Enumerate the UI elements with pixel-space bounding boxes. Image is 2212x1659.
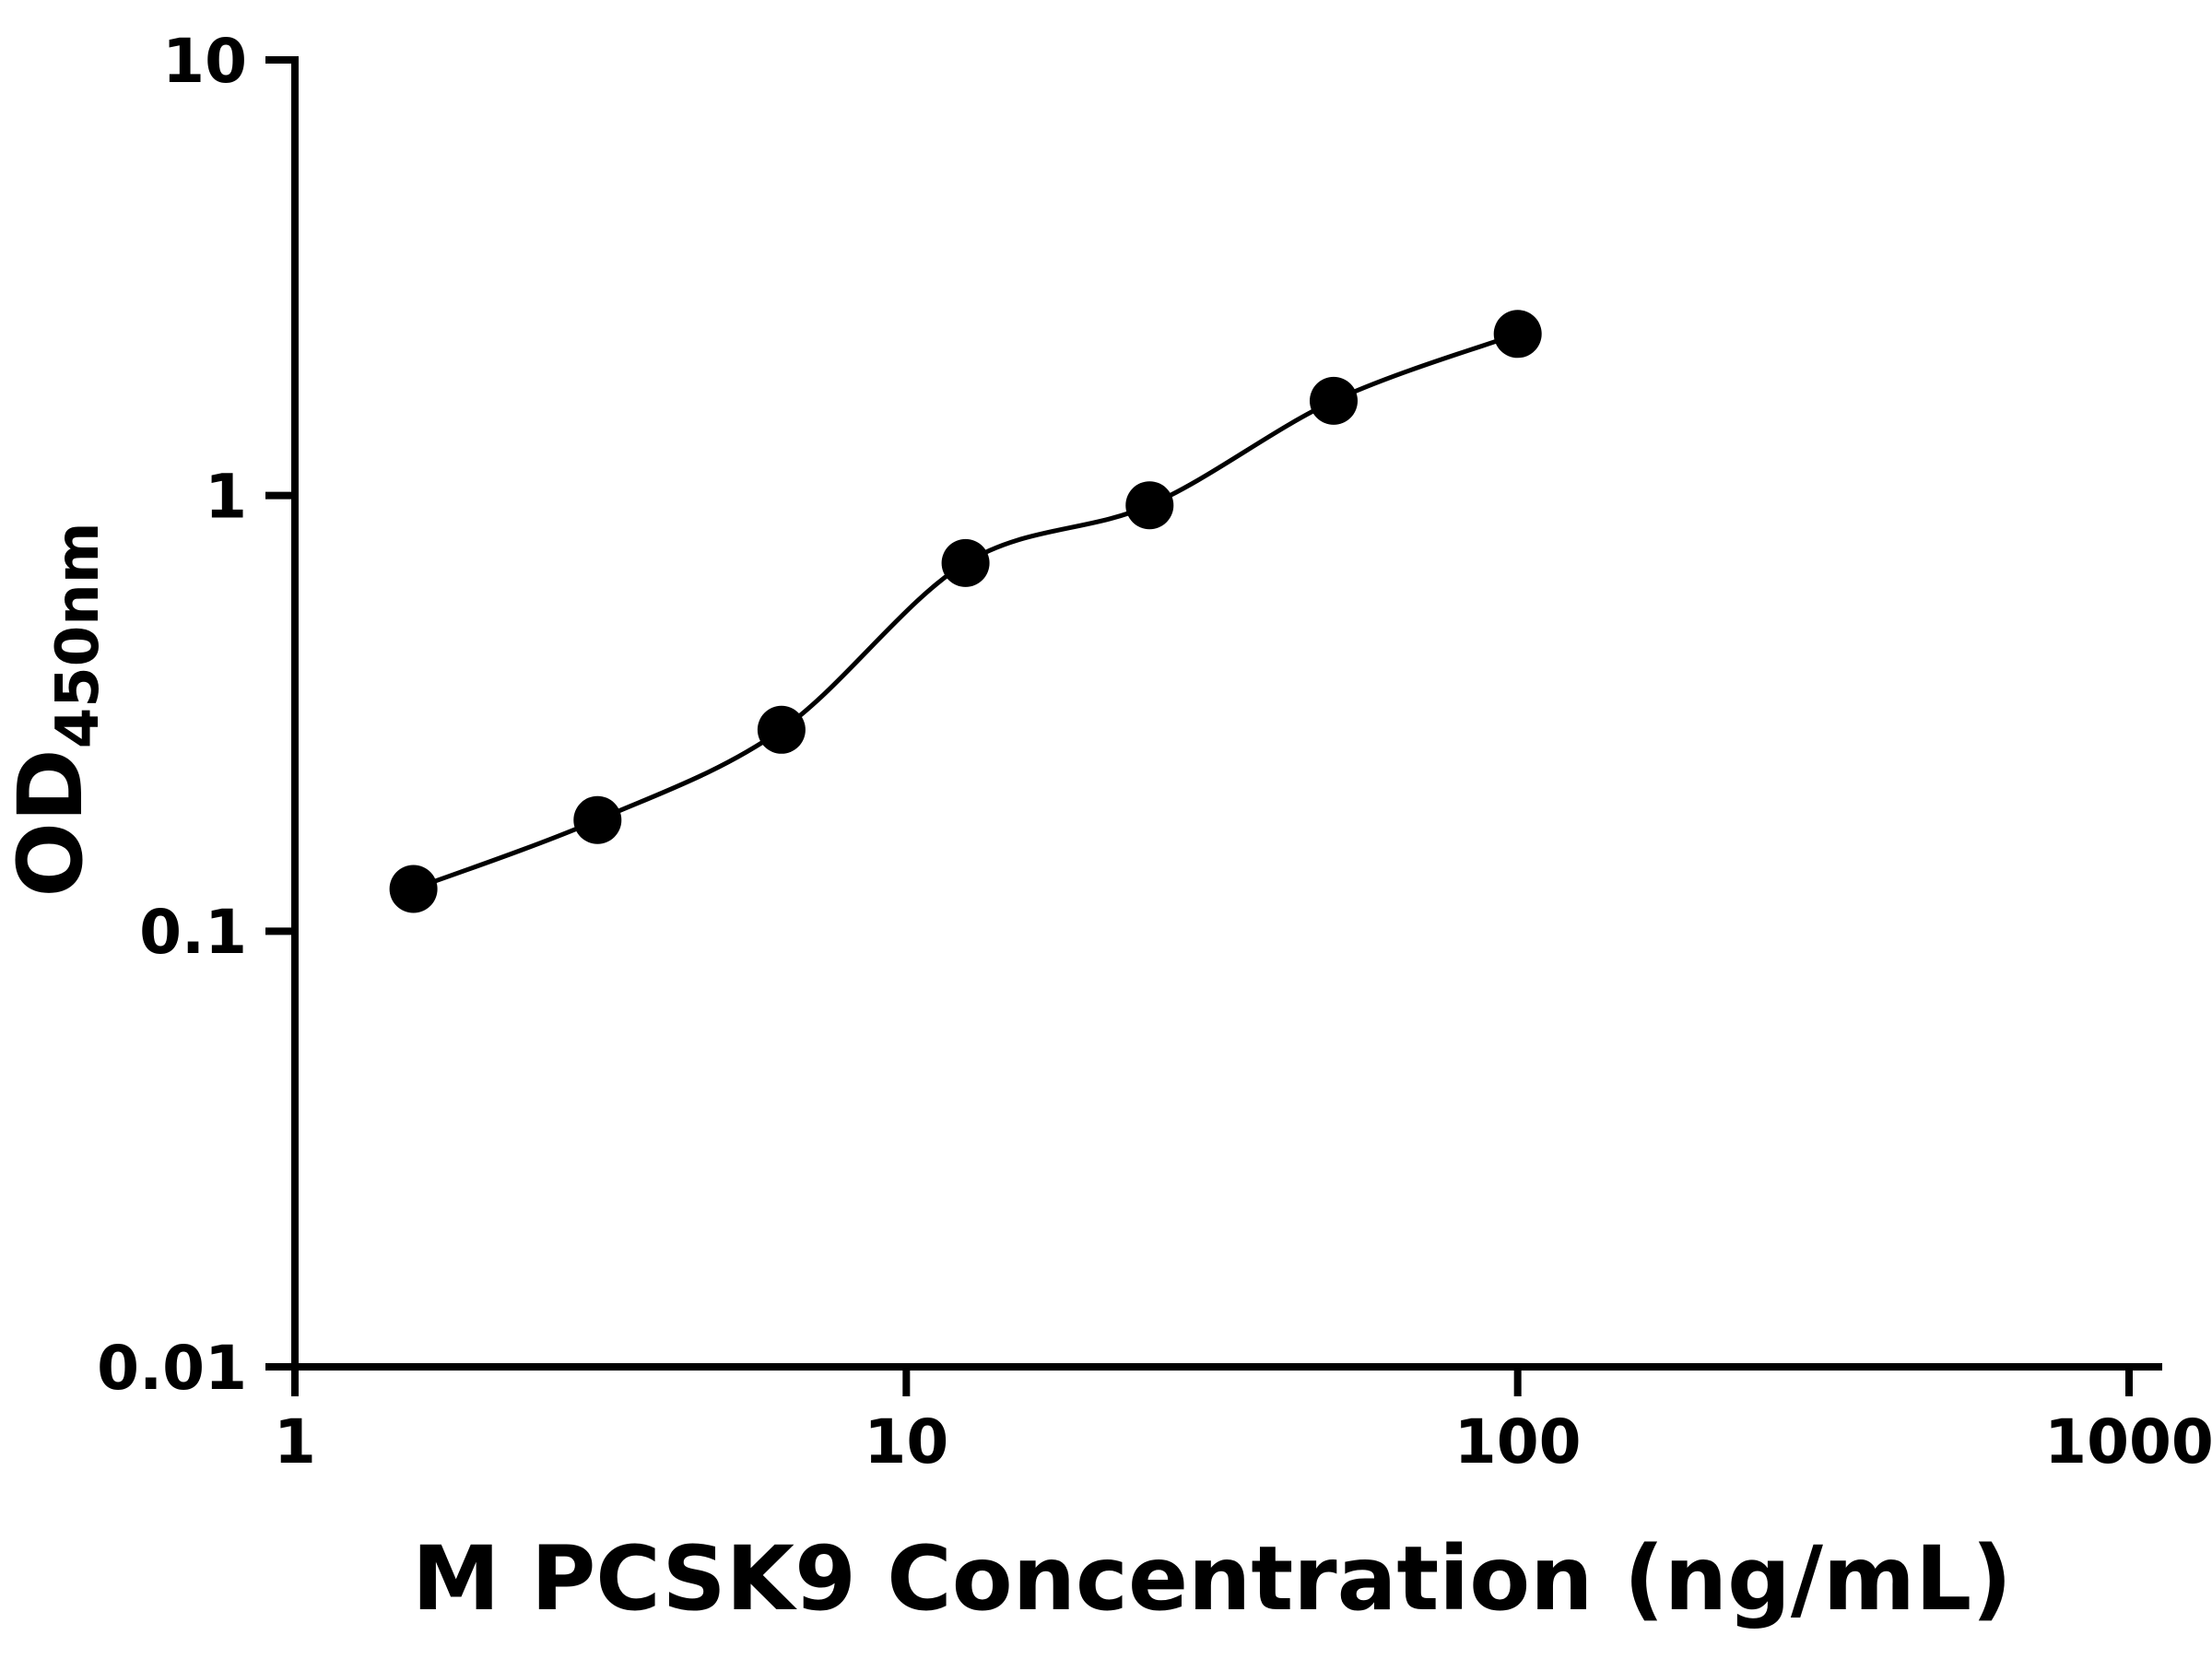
data-point <box>1310 376 1358 425</box>
data-point <box>1125 481 1174 530</box>
x-tick-label: 10 <box>864 1406 948 1477</box>
y-tick-label: 1 <box>205 461 247 532</box>
data-point <box>1493 310 1542 359</box>
data-point <box>389 865 438 913</box>
axes <box>291 56 2162 1371</box>
x-tick-label: 1000 <box>2044 1406 2212 1477</box>
data-point <box>941 538 990 587</box>
y-tick-label: 0.01 <box>97 1333 247 1404</box>
data-point <box>757 705 806 754</box>
y-tick-label: 10 <box>162 26 247 97</box>
x-tick-label: 1 <box>274 1406 316 1477</box>
y-axis-label: OD450nm <box>0 522 112 897</box>
y-tick-label: 0.1 <box>139 897 247 968</box>
data-point <box>573 795 622 844</box>
x-tick-label: 100 <box>1454 1406 1582 1477</box>
x-axis-label: M PCSK9 Concentration (ng/mL) <box>412 1527 2012 1630</box>
